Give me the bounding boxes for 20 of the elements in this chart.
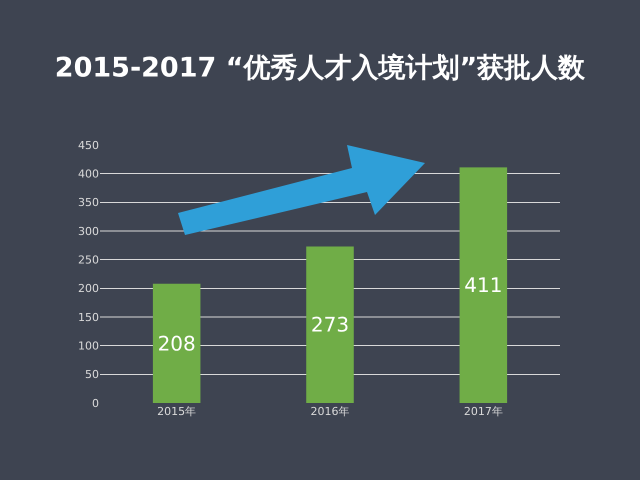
chart-title: 2015-2017 “优秀人才入境计划”获批人数 — [54, 52, 586, 84]
y-tick-label: 350 — [78, 196, 99, 210]
y-tick-label: 400 — [78, 168, 99, 181]
y-tick-label: 300 — [78, 224, 99, 238]
y-tick-label: 0 — [92, 396, 99, 410]
y-tick-label: 200 — [78, 282, 99, 296]
y-tick-label: 450 — [78, 138, 99, 152]
bar — [460, 167, 508, 403]
data-label: 208 — [158, 331, 196, 356]
x-tick-label: 2017年 — [464, 405, 503, 418]
x-tick-label: 2016年 — [310, 405, 350, 418]
y-tick-label: 250 — [78, 254, 99, 267]
bar — [152, 284, 200, 403]
data-label: 273 — [310, 312, 350, 337]
y-tick-label: 150 — [78, 310, 99, 324]
bar — [306, 246, 354, 403]
y-tick-label: 100 — [78, 340, 99, 353]
y-tick-label: 50 — [85, 368, 99, 382]
data-label: 411 — [464, 273, 502, 298]
x-tick-label: 2015年 — [157, 405, 196, 418]
